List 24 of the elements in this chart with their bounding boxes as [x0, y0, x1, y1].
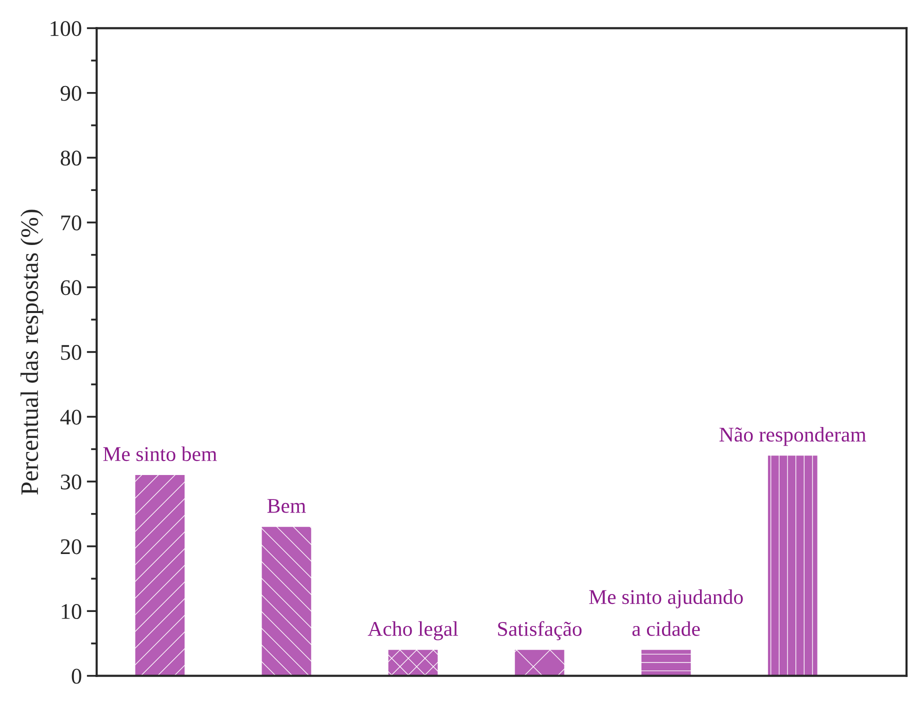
x-tick-label: Satisfação	[498, 621, 582, 640]
x-tick-label: Não responderam	[719, 427, 866, 446]
bar	[768, 456, 818, 676]
y-tick-label: 0	[72, 668, 82, 684]
y-tick-label: 60	[60, 280, 82, 296]
y-tick-label: 10	[62, 604, 82, 619]
bar	[135, 475, 185, 676]
bar	[641, 650, 691, 676]
y-tick-label: 20	[60, 539, 82, 554]
bar	[388, 650, 438, 676]
x-tick-label: Bem	[267, 499, 306, 513]
y-axis-title: Percentual das respostas (%)	[20, 210, 44, 495]
y-tick-label: 100	[50, 21, 82, 36]
x-tick-label: Acho legal	[368, 621, 458, 640]
x-tick-label: Me sinto bem	[103, 446, 217, 462]
y-tick-label: 80	[60, 150, 82, 166]
y-tick-label: 40	[60, 410, 82, 425]
bar	[262, 526, 312, 676]
y-tick-label: 30	[60, 474, 82, 490]
x-tick-label: Me sinto ajudando a cidade	[589, 589, 743, 636]
y-tick-label: 70	[61, 215, 82, 230]
y-tick-label: 50	[61, 344, 82, 360]
y-tick-label: 90	[60, 86, 82, 101]
bar	[514, 650, 564, 676]
